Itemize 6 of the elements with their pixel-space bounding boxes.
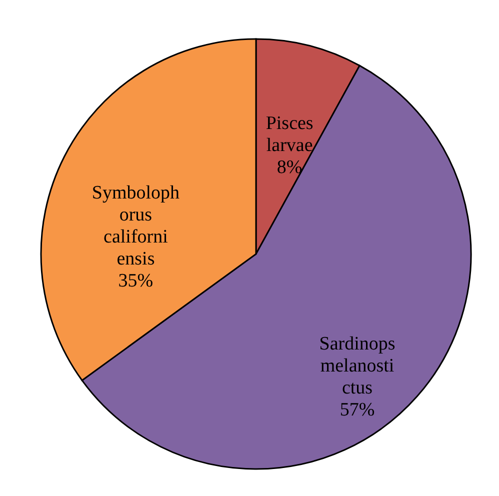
data-label: 35% [118,270,154,292]
slice-label: Symbolophorus californiensis [92,182,180,270]
slice-label: Pisces larvae [266,113,314,156]
data-label: 57% [340,399,375,420]
slice-label: Sardinops melanostictus [319,333,396,398]
data-label: 8% [276,157,302,178]
